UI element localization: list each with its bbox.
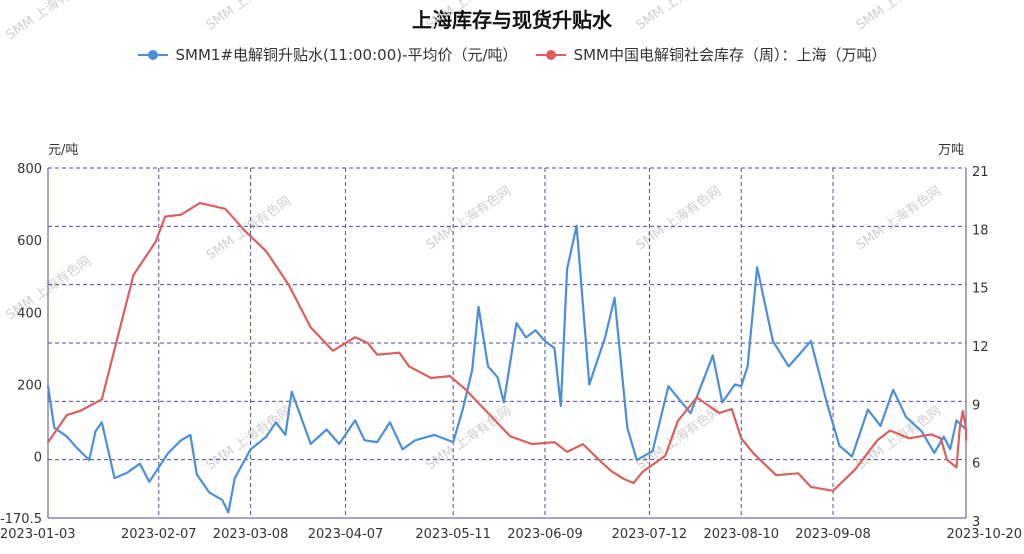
- x-tick-label-7: 2023-08-10: [703, 527, 779, 542]
- x-tick-label-2: 2023-03-08: [213, 527, 289, 542]
- axis-layer: 元/吨 万吨 211815129638006004002000-170.5202…: [0, 143, 1022, 542]
- left-axis-unit: 元/吨: [48, 143, 78, 158]
- watermark-text-11: SMM 上海有色网: [423, 403, 514, 473]
- x-tick-label-0: 2023-01-03: [0, 527, 76, 542]
- watermark-text-6: SMM 上海有色网: [203, 193, 294, 263]
- right-tick-label-2: 15: [972, 282, 989, 297]
- x-tick-label-6: 2023-07-12: [612, 527, 688, 542]
- legend-label-premium: SMM1#电解铜升贴水(11:00:00)-平均价（元/吨）: [175, 46, 518, 64]
- right-tick-label-3: 12: [972, 340, 989, 355]
- chart-title: 上海库存与现货升贴水: [412, 8, 612, 32]
- series-line-premium: [46, 224, 968, 514]
- right-tick-label-0: 21: [972, 165, 989, 180]
- chart-legend[interactable]: SMM1#电解铜升贴水(11:00:00)-平均价（元/吨） SMM中国电解铜社…: [0, 44, 1024, 65]
- right-tick-label-4: 9: [972, 398, 980, 413]
- left-tick-label-1: 600: [17, 234, 42, 249]
- right-axis-unit: 万吨: [938, 143, 964, 158]
- right-tick-label-5: 6: [972, 457, 980, 472]
- legend-label-inventory: SMM中国电解铜社会库存（周）：上海（万吨）: [573, 46, 887, 64]
- series-line-inventory: [46, 201, 968, 492]
- watermark-text-3: SMM 上海有色网: [633, 0, 724, 33]
- left-tick-label-0: 800: [17, 162, 42, 177]
- x-tick-label-5: 2023-06-09: [507, 527, 583, 542]
- x-tick-label-8: 2023-09-08: [795, 527, 871, 542]
- watermark-text-0: SMM 上海有色网: [3, 0, 94, 43]
- watermark-text-12: SMM 上海有色网: [633, 403, 724, 473]
- watermark-text-10: SMM 上海有色网: [203, 403, 294, 473]
- grid-layer: [47, 167, 967, 519]
- x-tick-label-4: 2023-05-11: [415, 527, 491, 542]
- series-layer: [46, 201, 968, 514]
- watermark-text-1: SMM 上海有色网: [203, 0, 294, 33]
- legend-swatch-premium: [137, 49, 168, 61]
- watermark-text-4: SMM 上海有色网: [853, 0, 944, 33]
- left-tick-label-2: 400: [17, 306, 42, 321]
- x-tick-label-1: 2023-02-07: [121, 527, 197, 542]
- legend-swatch-inventory: [535, 49, 566, 61]
- watermark-text-2: SMM 上海有色网: [423, 0, 514, 33]
- right-tick-label-1: 18: [972, 223, 989, 238]
- watermark-layer: SMM 上海有色网 SMM 上海有色网 SMM 上海有色网 SMM 上海有色网 SMM …: [3, 0, 944, 473]
- x-tick-label-9: 2023-10-20: [946, 527, 1022, 542]
- x-tick-label-3: 2023-04-07: [308, 527, 384, 542]
- watermark-text-8: SMM 上海有色网: [633, 183, 724, 253]
- watermark-text-9: SMM 上海有色网: [853, 183, 944, 253]
- watermark-text-7: SMM 上海有色网: [423, 183, 514, 253]
- legend-item-premium[interactable]: SMM1#电解铜升贴水(11:00:00)-平均价（元/吨）: [137, 44, 518, 65]
- left-tick-label-3: 200: [17, 378, 42, 393]
- right-tick-label-6: 3: [972, 515, 980, 530]
- legend-item-inventory[interactable]: SMM中国电解铜社会库存（周）：上海（万吨）: [535, 44, 887, 65]
- left-tick-label-5: -170.5: [0, 512, 42, 527]
- left-tick-label-4: 0: [34, 451, 42, 466]
